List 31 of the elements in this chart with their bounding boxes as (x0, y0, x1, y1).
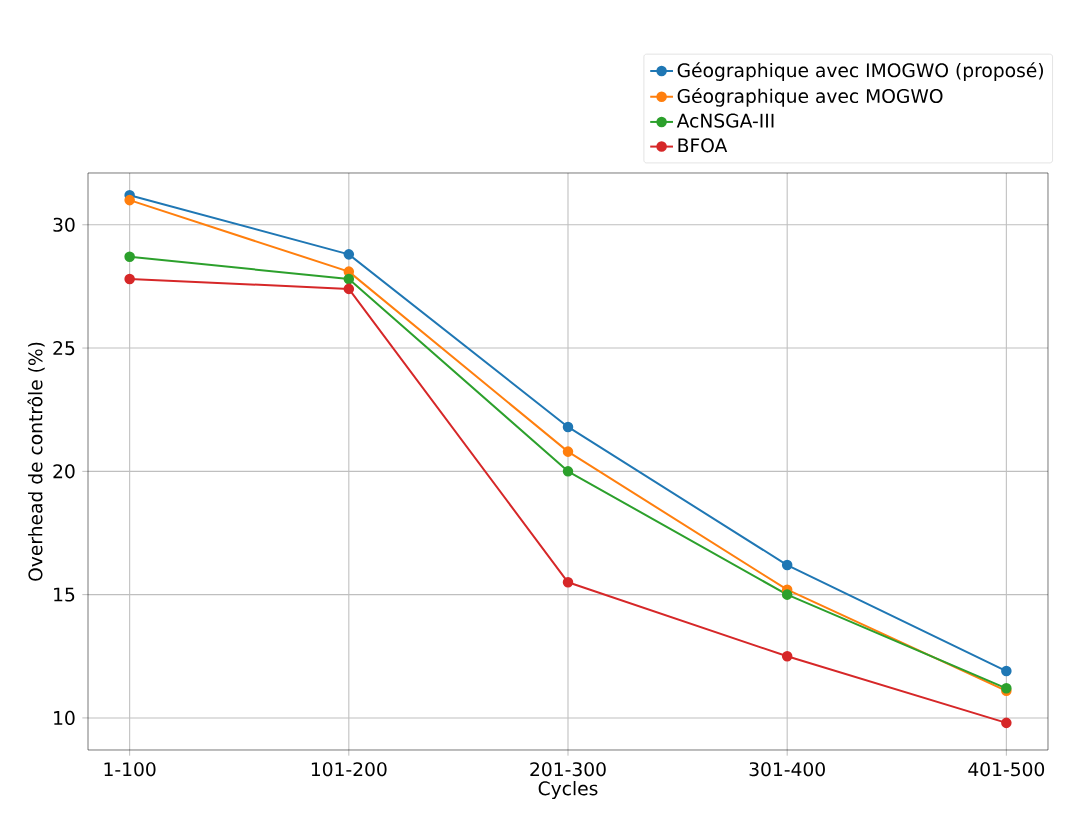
y-tick-label: 25 (53, 340, 75, 356)
legend-label: AcNSGA-III (676, 113, 774, 128)
point (781, 589, 793, 600)
point (124, 194, 135, 206)
point (124, 251, 135, 263)
x-tick-label: 1-100 (104, 762, 156, 777)
point (343, 273, 355, 285)
point (124, 273, 135, 285)
point (1001, 717, 1012, 729)
legend-label: Géographique avec IMOGWO (proposé) (677, 62, 1043, 81)
point (562, 577, 574, 588)
x-tick-label: 201-300 (530, 762, 606, 777)
point (343, 249, 355, 260)
point (343, 283, 355, 295)
y-tick-label: 10 (54, 710, 75, 725)
point (1001, 665, 1012, 677)
legend-label: BFOA (678, 138, 728, 153)
y-tick-label: 30 (53, 217, 75, 232)
point (562, 421, 574, 433)
x-axis-title: Cycles (538, 781, 598, 800)
y-tick-label: 15 (54, 587, 75, 602)
point (562, 446, 574, 457)
point (562, 466, 574, 477)
x-tick-label: 301-400 (749, 762, 825, 777)
point (781, 651, 793, 662)
x-tick-label: 101-200 (311, 762, 387, 777)
legend-label: Géographique avec MOGWO (677, 87, 943, 107)
point (781, 559, 793, 571)
y-tick-label: 20 (53, 464, 75, 479)
y-axis-title: Overhead de contrôle (%) (27, 342, 45, 581)
x-tick-label: 401-500 (968, 762, 1045, 777)
